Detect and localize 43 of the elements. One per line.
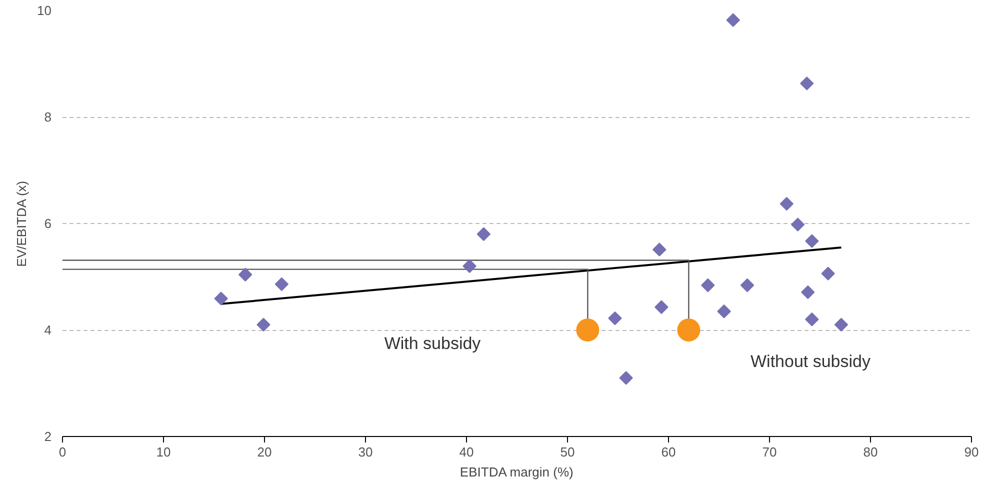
x-tick-label: 70 (762, 444, 777, 460)
point (654, 300, 668, 314)
y-tick-label: 8 (44, 110, 52, 124)
point (274, 277, 289, 292)
point (805, 312, 819, 326)
point (476, 227, 491, 242)
annotation: With subsidy (384, 334, 482, 353)
point (834, 318, 848, 332)
x-tick-label: 50 (560, 444, 575, 460)
x-tick-label: 40 (459, 444, 474, 460)
y-tick-label: 6 (44, 216, 52, 231)
point (790, 218, 805, 232)
point (256, 318, 270, 332)
point (800, 76, 814, 90)
y-tick-label: 4 (44, 322, 52, 338)
point (576, 318, 600, 342)
point (726, 13, 740, 27)
x-axis-title: EBITDA margin (%) (460, 464, 574, 480)
point (608, 311, 622, 326)
x-tick-label: 30 (358, 444, 373, 460)
point (805, 234, 819, 248)
x-tick-label: 80 (863, 444, 878, 460)
x-tick-label: 20 (257, 444, 272, 460)
x-tick-label: 10 (156, 444, 171, 460)
x-tick-label: 60 (661, 444, 676, 460)
x-tick-label: 0 (58, 444, 66, 460)
point (701, 278, 715, 292)
x-tick-label: 90 (964, 444, 979, 460)
annotation: Without subsidy (750, 352, 871, 371)
point (821, 266, 835, 280)
point (740, 278, 754, 292)
y-tick-label: 2 (44, 429, 52, 444)
point (462, 259, 476, 273)
point (717, 304, 731, 318)
point (238, 268, 252, 282)
point (652, 242, 666, 256)
point (619, 371, 633, 385)
point (801, 285, 815, 300)
y-tick-label: 10 (37, 3, 52, 18)
point (677, 318, 700, 342)
y-axis-title: EV/EBITDA (x) (14, 180, 30, 267)
point (214, 292, 228, 306)
point (780, 196, 794, 211)
